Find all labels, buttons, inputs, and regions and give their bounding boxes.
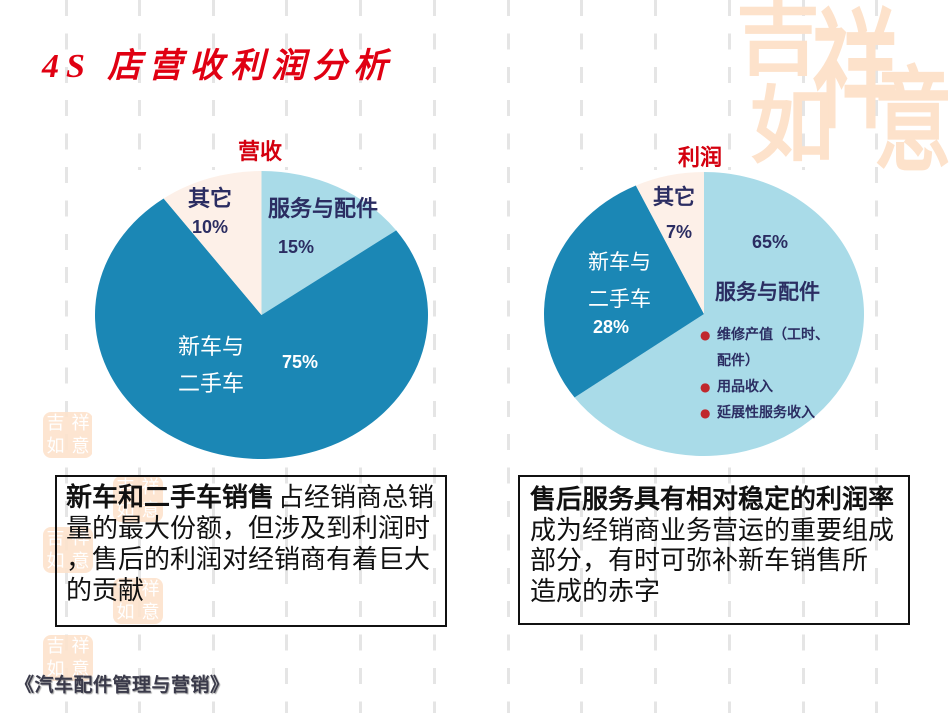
stamp-char: 祥 [71,527,90,549]
revenue-service-pct: 15% [278,237,315,257]
grid-line [65,0,68,713]
footer-book-title: 《汽车配件管理与营销》 [15,674,230,696]
profit-new-used-label-line2: 二手车 [588,287,651,311]
stamp-char: 如 [116,499,135,521]
revenue-other-pct: 10% [192,217,229,237]
stamp-char: 祥 [71,412,90,434]
bullet-text: 用品收入 [717,379,773,395]
note-line: 部分，有时可弥补新车销售所 [530,546,869,576]
note-bold-lead: 售后服务具有相对稳定的利润率 [530,485,895,515]
revenue-pie-chart [92,170,432,462]
watermark-char: 吉 [736,0,821,87]
note-text: 占经销商总销 [278,483,435,513]
profit-new-used-pct: 28% [593,317,630,337]
watermark-char: 如 [750,76,835,175]
stamp-char: 祥 [71,635,90,657]
watermark-char: 意 [874,55,950,188]
bullet-item: ● 用品收入 [700,374,860,400]
note-line: 的贡献 [66,576,145,606]
profit-chart-title: 利润 [678,146,723,171]
stamp-char: 意 [71,658,90,680]
grid-line [433,0,436,713]
stamp-char: 祥 [141,578,160,600]
stamp-char: 如 [46,658,65,680]
stamp-char: 祥 [141,476,160,498]
profit-pie-chart [535,170,870,462]
profit-new-used-label-line1: 新车与 [588,250,651,274]
profit-service-pct: 65% [752,232,789,252]
grid-line [875,0,878,713]
revenue-new-used-pct: 75% [282,352,319,372]
right-note-box: 售后服务具有相对稳定的利润率 成为经销商业务营运的重要组成 部分，有时可弥补新车… [518,475,910,625]
bullet-item: ● 维修产值（工时、配件） [700,322,860,374]
note-line: 量的最大份额，但涉及到利润时 [66,514,431,544]
bullet-item: ● 延展性服务收入 [700,400,860,426]
bullet-icon: ● [700,328,711,342]
profit-service-label: 服务与配件 [715,280,820,304]
revenue-slice-other [163,171,262,315]
slide-title: 4S 店营收利润分析 [42,48,395,85]
watermark-char: 祥 [812,0,898,148]
grid-line [507,0,510,713]
profit-other-label: 其它 [653,185,695,209]
stamp-char: 吉 [46,412,65,434]
seal-stamp-icon: 吉 祥 如 意 [43,527,93,573]
stamp-char: 吉 [116,476,135,498]
bullet-icon: ● [700,406,711,420]
revenue-service-label: 服务与配件 [268,197,379,222]
revenue-new-used-label-line1: 新车与 [178,335,245,360]
stamp-char: 意 [71,550,90,572]
revenue-other-label: 其它 [188,187,233,212]
bullet-icon: ● [700,380,711,394]
left-note-box: 新车和二手车销售 占经销商总销 量的最大份额，但涉及到利润时 ，售后的利润对经销商… [55,475,447,627]
seal-stamp-icon: 吉 祥 如 意 [113,476,163,522]
stamp-char: 吉 [116,578,135,600]
bullet-text: 延展性服务收入 [717,405,815,421]
note-line: 新车和二手车销售 占经销商总销 [66,483,445,514]
note-bold-lead: 新车和二手车销售 [66,483,275,513]
note-line: 成为经销商业务营运的重要组成 [530,515,895,546]
profit-pie-svg [544,172,864,457]
bullet-text: 维修产值（工时、配件） [717,327,829,369]
revenue-slice-new-used [95,198,429,459]
profit-slice-service [574,172,864,457]
note-line: 造成的赤字 [530,576,661,607]
profit-other-pct: 7% [666,222,693,242]
stamp-char: 吉 [46,635,65,657]
seal-stamp-icon: 吉 祥 如 意 [113,578,163,624]
seal-stamp-icon: 吉 祥 如 意 [43,635,93,681]
profit-slice-other [635,172,704,314]
stamp-char: 如 [46,435,65,457]
revenue-pie-svg [95,171,429,459]
profit-service-bullet-list: ● 维修产值（工时、配件） ● 用品收入 ● 延展性服务收入 [700,322,860,426]
seal-stamp-icon: 吉 祥 如 意 [43,412,93,458]
profit-slice-new-used [544,185,704,398]
revenue-new-used-label-line2: 二手车 [178,372,245,397]
stamp-char: 意 [71,435,90,457]
note-line: ，售后的利润对经销商有着巨大 [66,545,431,575]
stamp-char: 意 [141,601,160,623]
revenue-chart-title: 营收 [238,140,283,165]
stamp-char: 意 [141,499,160,521]
revenue-slice-service [261,171,397,315]
stamp-char: 如 [116,601,135,623]
